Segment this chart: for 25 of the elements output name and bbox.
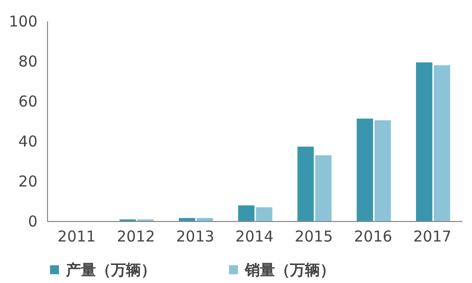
bar [256, 207, 272, 221]
x-tick-label: 2016 [354, 228, 392, 246]
x-tick-label: 2013 [176, 228, 214, 246]
bar [315, 155, 332, 221]
y-tick-label: 60 [18, 92, 38, 110]
bar [297, 146, 314, 221]
y-tick-label: 40 [18, 132, 38, 150]
bar [374, 120, 391, 221]
legend-label: 产量（万辆） [65, 260, 156, 279]
bar [178, 218, 196, 221]
x-tick-label: 2017 [413, 228, 452, 246]
x-tick-label: 2014 [235, 228, 274, 246]
y-tick-label: 80 [18, 52, 38, 70]
legend-label: 销量（万辆） [244, 260, 335, 279]
y-tick-label: 20 [18, 172, 38, 190]
x-tick-label: 2011 [58, 228, 96, 246]
x-tick-label: 2015 [294, 228, 333, 246]
bar [416, 62, 432, 221]
bar [434, 65, 450, 221]
bar [356, 118, 374, 221]
bar [196, 218, 213, 221]
bar [238, 205, 254, 221]
y-tick-label: 0 [28, 212, 38, 230]
x-tick-label: 2012 [116, 228, 156, 246]
y-tick-label: 100 [8, 12, 38, 30]
